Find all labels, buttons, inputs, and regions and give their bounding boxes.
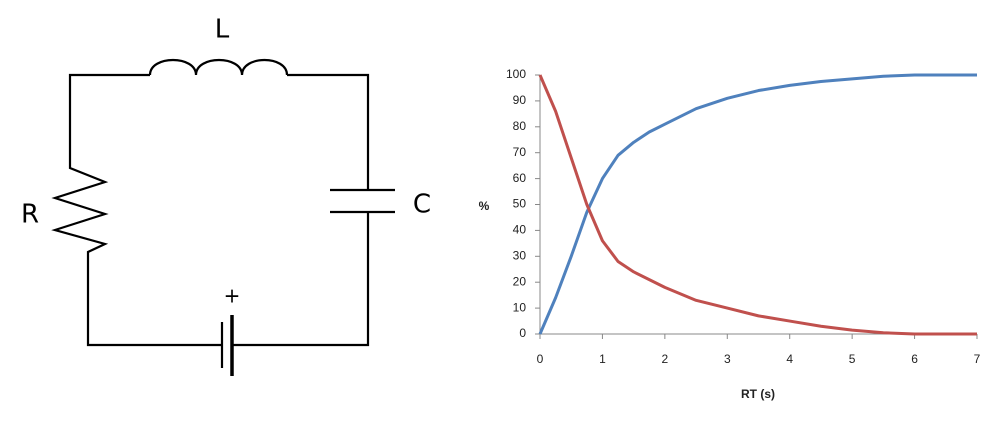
inductor — [148, 58, 289, 76]
x-tick-label: 7 — [974, 352, 981, 366]
series-line — [538, 74, 977, 336]
circuit-wire — [51, 73, 395, 347]
inductor-label: L — [215, 15, 230, 45]
x-tick-label: 4 — [786, 352, 793, 366]
battery-label: + — [224, 284, 241, 308]
series-line — [538, 73, 977, 335]
capacitor-label: C — [413, 190, 431, 220]
y-tick-label: 50 — [513, 197, 527, 211]
y-tick-label: 70 — [513, 145, 527, 159]
y-tick-label: 0 — [519, 326, 526, 340]
y-tick-label: 40 — [513, 223, 527, 237]
x-tick-label: 0 — [537, 352, 544, 366]
y-axis-label: % — [479, 199, 490, 213]
x-tick-label: 2 — [662, 352, 669, 366]
y-tick-label: 80 — [513, 119, 527, 133]
y-tick-label: 100 — [506, 67, 526, 81]
circuit: L R C + — [21, 15, 431, 376]
y-tick-label: 10 — [513, 300, 527, 314]
x-tick-label: 6 — [911, 352, 918, 366]
y-tick-label: 30 — [513, 248, 527, 262]
x-tick-label: 3 — [724, 352, 731, 366]
x-axis-label: RT (s) — [741, 387, 775, 401]
x-tick-label: 5 — [849, 352, 856, 366]
resistor-label: R — [21, 200, 39, 230]
y-tick-label: 90 — [513, 93, 527, 107]
y-tick-label: 20 — [513, 274, 527, 288]
y-tick-label: 60 — [513, 171, 527, 185]
x-tick-label: 1 — [599, 352, 606, 366]
